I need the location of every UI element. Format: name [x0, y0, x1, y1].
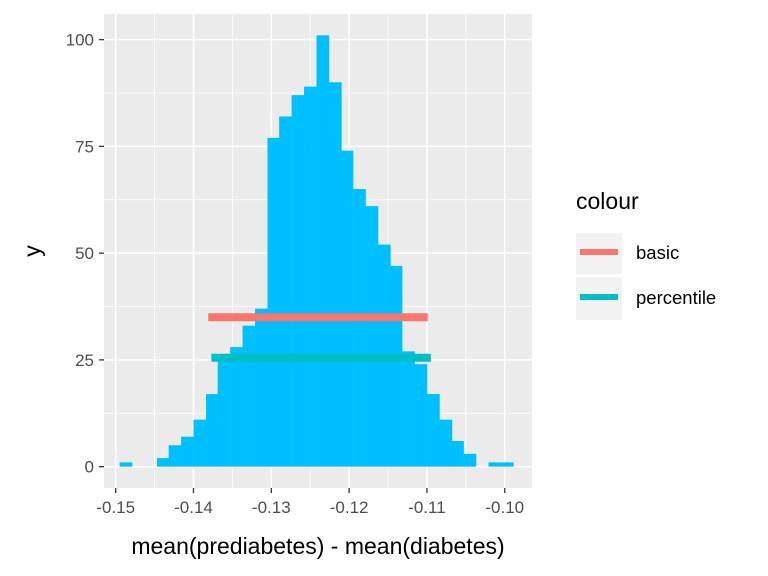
- legend-label-percentile: percentile: [636, 287, 716, 308]
- x-tick-label: -0.10: [485, 498, 524, 517]
- x-tick-label: -0.15: [96, 498, 135, 517]
- histogram-bar: [365, 206, 379, 467]
- histogram-bar: [181, 436, 194, 467]
- histogram-bar: [119, 462, 133, 467]
- histogram-bar: [451, 441, 464, 467]
- histogram-bar: [500, 462, 514, 467]
- y-axis-title: y: [19, 245, 45, 257]
- y-tick-label: 0: [85, 458, 94, 477]
- histogram-bar: [304, 86, 317, 467]
- x-axis-title: mean(prediabetes) - mean(diabetes): [131, 533, 504, 559]
- histogram-bar: [353, 189, 366, 467]
- histogram-bar: [439, 419, 453, 467]
- histogram-bar: [291, 95, 305, 467]
- histogram-bar: [206, 394, 219, 467]
- histogram-bar: [168, 445, 182, 467]
- histogram-bar: [242, 325, 256, 467]
- x-tick-label: -0.13: [252, 498, 291, 517]
- histogram-bar: [414, 364, 428, 467]
- x-tick-label: -0.12: [330, 498, 369, 517]
- y-tick-label: 75: [75, 137, 94, 156]
- interval-segments: [208, 313, 431, 362]
- histogram-bar: [389, 265, 403, 467]
- histogram-bar: [230, 347, 243, 467]
- histogram-bar: [156, 458, 170, 467]
- histogram-bar: [340, 150, 354, 467]
- legend-title: colour: [576, 188, 639, 214]
- x-tick-label: -0.11: [408, 498, 446, 517]
- y-tick-label: 25: [75, 351, 94, 370]
- y-axis: 0 25 50 75 100: [66, 31, 104, 477]
- histogram-bar: [316, 35, 330, 467]
- histogram-bar: [328, 82, 342, 467]
- x-axis: -0.15 -0.14 -0.13 -0.12 -0.11 -0.10: [96, 488, 524, 517]
- histogram-bar: [279, 116, 292, 467]
- histogram-bar: [488, 462, 502, 467]
- histogram-bar: [255, 308, 268, 467]
- y-tick-label: 50: [75, 244, 94, 263]
- histogram-bar: [267, 137, 281, 467]
- histogram-bar: [463, 453, 477, 467]
- x-tick-label: -0.14: [174, 498, 213, 517]
- histogram-bar: [427, 394, 440, 467]
- histogram-bar: [402, 351, 415, 467]
- histogram-bar: [217, 355, 231, 467]
- legend-label-basic: basic: [636, 242, 679, 263]
- histogram-bar: [193, 419, 207, 467]
- legend: colour basic percentile: [576, 188, 716, 320]
- y-tick-label: 100: [66, 31, 94, 50]
